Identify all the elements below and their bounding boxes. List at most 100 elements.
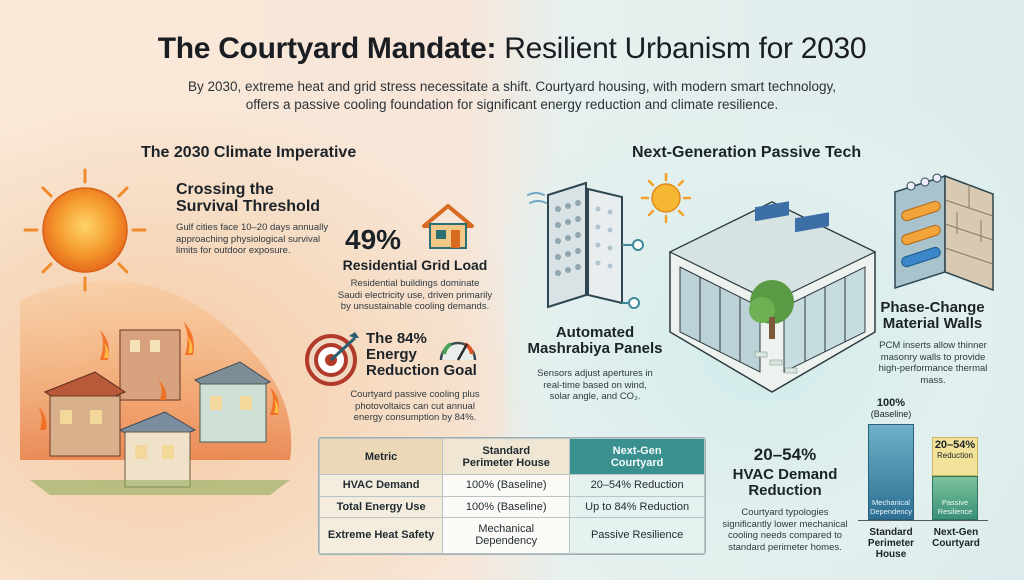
title-rest: Resilient Urbanism for 2030 [504,32,867,65]
goal-title-line-1: The 84% [366,330,427,347]
hvac-title-line-2: Reduction [748,481,822,499]
ng-bar-inner-line-2: Resilience [937,507,973,516]
pcm-title-line-1: Phase-Change [880,299,985,316]
mashrabiya-text-line-1: Sensors adjust apertures in [537,368,653,379]
std-bar-inner-label: Mechanical Dependency [868,498,914,516]
std-bar-value-sub: (Baseline) [870,408,912,419]
grid-stat: 49% [345,224,402,255]
mashrabiya-panels-illustration [527,181,644,309]
hvac-stat: 20–54% [753,445,817,464]
bar-baseline [858,520,988,521]
pcm-text-line-4: mass. [920,374,946,386]
mashrabiya-text-line-3: solar angle, and CO₂. [549,391,641,402]
nextgen-bar-reduction [932,437,978,476]
std-bar-category: Standard Perimeter House [856,527,926,560]
header-standard: Standard Perimeter House [442,438,571,476]
hvac-text-line-4: standard perimeter homes. [728,541,842,553]
pcm-text-line-3: high-performance thermal [878,363,988,374]
subtitle-line-1: By 2030, extreme heat and grid stress ne… [187,79,837,94]
std-bar-inner-line-2: Dependency [869,507,913,516]
left-section-heading: The 2030 Climate Imperative [141,144,357,161]
target-icon [305,332,359,386]
sun-icon [23,168,147,292]
std-bar-category-line-2: Perimeter [867,538,915,549]
pcm-text-line-2: masonry walls to provide [880,351,986,363]
goal-text-line-3: energy consumption by 84%. [353,412,477,423]
table-cell-nextgen: 20–54% Reduction [569,474,705,497]
page-title: The Courtyard Mandate: Resilient Urbanis… [0,32,1024,66]
courtyard-house-illustration [668,201,877,393]
survival-text-line-1: Gulf cities face 10–20 days annually [176,222,329,233]
grid-text-line-1: Residential buildings dominate [350,278,480,289]
survival-title: Crossing the Survival Threshold [176,181,321,216]
pcm-text: PCM inserts allow thinner masonry walls … [868,340,998,386]
goal-text-line-1: Courtyard passive cooling plus [350,389,480,400]
grid-text: Residential buildings dominate Saudi ele… [325,278,505,313]
hvac-text-line-2: significantly lower mechanical [722,518,848,530]
table-cell-nextgen: Up to 84% Reduction [569,495,705,518]
header-nextgen-line-2: Courtyard [610,456,664,469]
header-nextgen-line-1: Next-Gen [612,444,662,457]
std-bar-category-line-3: House [875,549,907,560]
std-bar-category-line-1: Standard [869,527,913,538]
ng-bar-value-label: 20–54% [934,439,976,451]
nextgen-bar [932,476,978,520]
ng-bar-category-line-2: Courtyard [932,538,980,549]
header-metric: Metric [319,438,444,476]
pcm-title: Phase-Change Material Walls [870,300,995,332]
table-row: Total Energy Use 100% (Baseline) Up to 8… [319,495,705,518]
survival-title-line-2: Survival Threshold [176,197,321,215]
subtitle-line-2: offers a passive cooling foundation for … [245,97,779,112]
std-bar [868,424,914,520]
std-bar-value: 100% (Baseline) [858,397,924,419]
table-header-row: Metric Standard Perimeter House Next-Gen… [319,438,705,476]
goal-text-line-2: photovoltaics can cut annual [355,400,475,412]
survival-text: Gulf cities face 10–20 days annually app… [176,222,336,257]
grid-text-line-3: by unsustainable cooling demands. [340,301,490,312]
table-row: Extreme Heat Safety Mechanical Dependenc… [319,516,705,554]
mashrabiya-text: Sensors adjust apertures in real-time ba… [515,368,675,403]
table-row: HVAC Demand 100% (Baseline) 20–54% Reduc… [319,474,705,497]
table-cell-metric: Extreme Heat Safety [319,516,444,554]
table-cell-standard: Mechanical Dependency [442,516,571,554]
goal-title-line-2: Energy [366,345,417,363]
grid-title: Residential Grid Load [342,257,488,273]
mashrabiya-title-line-2: Mashrabiya Panels [527,339,663,357]
std-bar-inner-line-1: Mechanical [872,498,910,507]
header-standard-line-2: Perimeter House [462,456,550,469]
ng-bar-inner-line-1: Passive [941,498,969,507]
mashrabiya-title: Automated Mashrabiya Panels [505,325,685,357]
mashrabiya-text-line-2: real-time based on wind, [543,379,647,391]
ng-bar-category-line-1: Next-Gen [933,527,979,538]
title-bold: The Courtyard Mandate: [157,32,497,65]
hvac-text: Courtyard typologies significantly lower… [712,507,858,553]
hvac-text-line-1: Courtyard typologies [741,507,829,518]
goal-text: Courtyard passive cooling plus photovolt… [330,389,500,424]
table-cell-metric: Total Energy Use [319,495,444,518]
header-nextgen: Next-Gen Courtyard [569,438,705,476]
goal-title: The 84% Energy Reduction Goal [366,331,477,378]
survival-text-line-3: limits for outdoor exposure. [176,245,291,256]
pcm-title-line-2: Material Walls [882,314,983,332]
page-subtitle: By 2030, extreme heat and grid stress ne… [130,78,894,114]
ng-bar-inner-label: Passive Resilience [932,498,978,516]
ng-bar-category: Next-Gen Courtyard [925,527,987,549]
hvac-title: HVAC Demand Reduction [715,467,855,499]
table-cell-standard: 100% (Baseline) [442,495,571,518]
hvac-text-line-3: cooling needs compared to [727,530,843,541]
ng-bar-value-sub: Reduction [936,450,974,460]
right-section-heading: Next-Generation Passive Tech [632,144,862,161]
header-standard-line-1: Standard [482,444,531,457]
comparison-table: Metric Standard Perimeter House Next-Gen… [318,437,706,555]
grid-text-line-2: Saudi electricity use, driven primarily [337,289,493,301]
table-cell-metric: HVAC Demand [319,474,444,497]
pcm-wall-illustration [894,173,994,292]
table-cell-standard: 100% (Baseline) [442,474,571,497]
gauge-icon [439,341,477,361]
ng-bar-value: 20–54% Reduction [932,439,978,460]
survival-title-line-1: Crossing the [176,181,274,198]
pcm-text-line-1: PCM inserts allow thinner [879,340,987,351]
goal-title-line-3: Reduction Goal [366,361,477,379]
hvac-title-line-1: HVAC Demand [732,466,838,483]
burning-houses-illustration [20,168,292,495]
